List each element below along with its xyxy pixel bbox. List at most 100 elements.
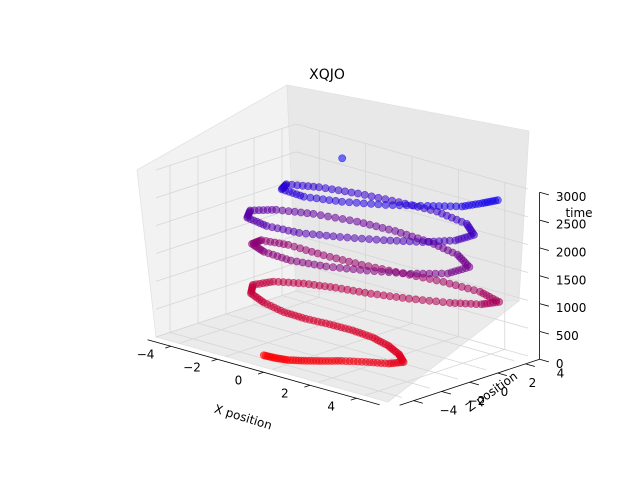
data-point bbox=[334, 186, 343, 195]
data-point bbox=[439, 298, 447, 306]
data-point bbox=[338, 197, 346, 206]
data-point bbox=[370, 267, 379, 275]
data-point bbox=[363, 266, 371, 275]
y-tick-mark bbox=[525, 363, 535, 367]
axis-lines bbox=[147, 191, 549, 406]
data-point bbox=[367, 199, 375, 208]
data-point bbox=[324, 212, 332, 221]
data-point bbox=[402, 201, 411, 210]
data-point bbox=[350, 234, 359, 242]
data-point bbox=[372, 222, 381, 231]
data-point bbox=[374, 200, 383, 209]
y-axis-label: Z position bbox=[463, 369, 520, 415]
data-point bbox=[312, 194, 321, 203]
data-point bbox=[392, 268, 401, 277]
data-point bbox=[329, 232, 338, 241]
data-point bbox=[439, 277, 448, 286]
data-point bbox=[359, 219, 368, 227]
data-point bbox=[353, 217, 361, 226]
data-point bbox=[308, 230, 317, 239]
y-tick-label: 0 bbox=[501, 385, 509, 399]
data-point bbox=[325, 196, 334, 204]
data-point bbox=[391, 227, 400, 235]
data-point bbox=[398, 293, 407, 302]
data-point bbox=[388, 201, 397, 209]
z-tick-label: 2000 bbox=[556, 245, 587, 259]
y-tick-mark bbox=[497, 372, 507, 377]
x-tick-mark bbox=[211, 358, 218, 362]
data-point bbox=[349, 265, 358, 274]
y-tick-label: 4 bbox=[557, 367, 565, 381]
z-tick-mark bbox=[539, 303, 549, 307]
data-point bbox=[356, 265, 365, 274]
z-tick-label: 1500 bbox=[556, 273, 587, 287]
z-tick-mark bbox=[539, 275, 549, 279]
data-point bbox=[384, 268, 393, 277]
data-point bbox=[332, 254, 341, 263]
data-point bbox=[386, 236, 395, 245]
data-point bbox=[338, 215, 347, 223]
data-point bbox=[432, 276, 441, 285]
z-tick-mark bbox=[539, 247, 549, 251]
z-tick-label: 500 bbox=[556, 329, 579, 343]
data-point bbox=[399, 237, 408, 245]
data-point bbox=[374, 193, 383, 202]
x-tick-label: 0 bbox=[235, 374, 243, 388]
data-point bbox=[365, 235, 374, 243]
data-point bbox=[416, 201, 425, 210]
grid-line-z bbox=[155, 234, 529, 301]
data-point bbox=[321, 184, 330, 193]
grid-line-z bbox=[155, 123, 529, 190]
data-point bbox=[341, 187, 349, 196]
data-point bbox=[425, 296, 434, 305]
z-tick-mark bbox=[539, 358, 549, 363]
data-point bbox=[342, 264, 351, 273]
y-tick-mark bbox=[441, 391, 451, 395]
grid-lines bbox=[155, 123, 529, 398]
y-tick-label: −2 bbox=[468, 394, 486, 408]
x-tick-label: −2 bbox=[183, 361, 201, 375]
z-tick-label: 2500 bbox=[556, 218, 587, 232]
data-point bbox=[359, 199, 368, 208]
data-point bbox=[345, 257, 353, 266]
chart-title: XQJO bbox=[309, 67, 345, 83]
data-point bbox=[302, 229, 310, 238]
x-tick-mark bbox=[350, 397, 357, 401]
y-axis-line bbox=[399, 358, 540, 406]
data-point bbox=[432, 297, 441, 306]
data-point bbox=[373, 290, 382, 299]
y-tick-label: 2 bbox=[529, 376, 537, 390]
x-tick-label: 4 bbox=[327, 400, 335, 414]
data-point bbox=[336, 233, 344, 241]
data-point bbox=[372, 235, 381, 244]
data-point bbox=[299, 192, 308, 201]
x-tick-mark bbox=[304, 384, 311, 388]
z-tick-label: 3000 bbox=[556, 190, 587, 204]
data-point bbox=[399, 269, 408, 278]
z-tick-label: 0 bbox=[556, 357, 564, 371]
data-point bbox=[295, 228, 304, 237]
x-tick-label: 2 bbox=[281, 387, 289, 401]
x-tick-label: −4 bbox=[137, 348, 155, 362]
data-point bbox=[381, 201, 390, 209]
data-point bbox=[411, 295, 420, 304]
data-point bbox=[352, 198, 361, 207]
x-tick-mark bbox=[257, 371, 264, 375]
x-axis-label: X position bbox=[213, 402, 274, 433]
data-point bbox=[409, 201, 418, 210]
z-tick-mark bbox=[539, 191, 549, 196]
data-point bbox=[347, 188, 356, 197]
data-point bbox=[392, 236, 401, 245]
data-point bbox=[385, 292, 394, 301]
z-tick-mark bbox=[539, 331, 549, 335]
data-point bbox=[343, 233, 352, 242]
data-point bbox=[384, 225, 393, 234]
data-point bbox=[329, 263, 337, 272]
data-point bbox=[412, 237, 421, 246]
y-tick-mark bbox=[469, 381, 479, 386]
z-axis-label: time bbox=[565, 206, 592, 220]
data-point bbox=[338, 154, 347, 163]
y-tick-label: −4 bbox=[440, 403, 458, 417]
data-point bbox=[316, 211, 325, 220]
